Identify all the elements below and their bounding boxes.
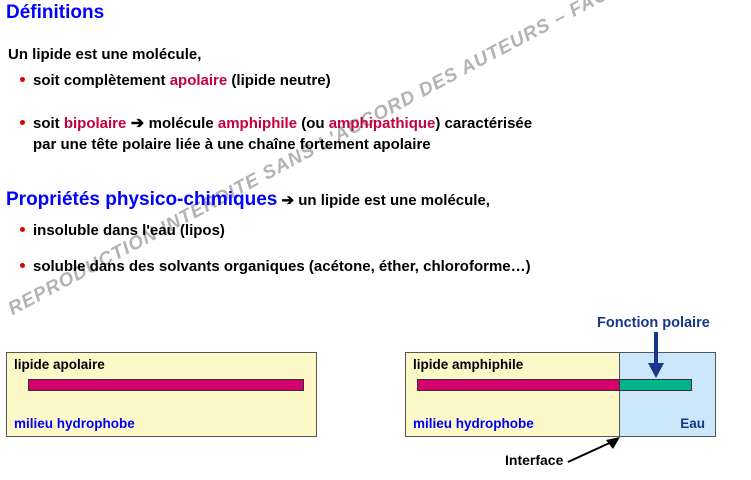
- diagram-panel-apolar: lipide apolaire milieu hydrophobe: [6, 352, 317, 437]
- panel-title-lipide-apolaire: lipide apolaire: [14, 357, 105, 372]
- panel-label-milieu-hydrophobe-right: milieu hydrophobe: [413, 416, 534, 431]
- definitions-lead-text: Un lipide est une molécule,: [8, 46, 202, 63]
- bullet-text-apolaire: soit complètement apolaire (lipide neutr…: [33, 72, 331, 89]
- apolar-chain-bar: [28, 379, 304, 391]
- callout-label-fonction-polaire: Fonction polaire: [597, 315, 710, 331]
- panel-label-milieu-hydrophobe-left: milieu hydrophobe: [14, 416, 135, 431]
- bullet-item-insoluble: insoluble dans l'eau (lipos): [20, 220, 225, 241]
- callout-label-interface: Interface: [505, 452, 564, 468]
- bullet-text-insoluble: insoluble dans l'eau (lipos): [33, 222, 225, 239]
- bullet-dot-icon: [20, 227, 25, 232]
- section-heading-definitions: Définitions: [6, 2, 105, 23]
- bullet-item-soluble: soluble dans des solvants organiques (ac…: [20, 256, 531, 277]
- bullet-dot-icon: [20, 120, 25, 125]
- bullet-text-soluble: soluble dans des solvants organiques (ac…: [33, 258, 531, 275]
- diagram-panel-amphiphile: lipide amphiphile milieu hydrophobe Eau: [405, 352, 716, 437]
- apolar-tail-bar: [417, 379, 620, 391]
- section-heading-proprietes: Propriétés physico-chimiques ➔ un lipide…: [6, 189, 490, 211]
- proprietes-heading-tail: ➔ un lipide est une molécule,: [277, 192, 490, 209]
- bullet-text-bipolaire: soit bipolaire ➔ molécule amphiphile (ou…: [33, 115, 533, 153]
- bullet-item-apolaire: soit complètement apolaire (lipide neutr…: [20, 70, 331, 91]
- bullet-item-bipolaire: soit bipolaire ➔ molécule amphiphile (ou…: [20, 113, 532, 155]
- water-region: [619, 353, 715, 436]
- bullet-dot-icon: [20, 77, 25, 82]
- proprietes-heading-text: Propriétés physico-chimiques: [6, 189, 278, 210]
- panel-title-lipide-amphiphile: lipide amphiphile: [413, 357, 524, 372]
- arrow-interface-pointer-icon: [567, 437, 620, 463]
- polar-head-bar: [619, 379, 692, 391]
- bullet-dot-icon: [20, 263, 25, 268]
- panel-label-eau: Eau: [680, 416, 705, 431]
